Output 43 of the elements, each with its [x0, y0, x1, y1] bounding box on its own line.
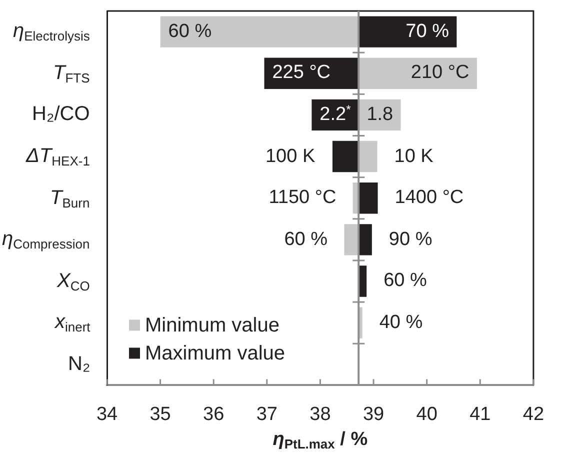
x-tick-label: 41: [470, 404, 491, 425]
annotation: 10 K: [394, 146, 434, 168]
x-tick-label: 37: [256, 404, 278, 425]
annotation: 60 %: [168, 20, 212, 43]
annotation: 225 °C: [272, 62, 331, 84]
annotation: 1400 °C: [394, 187, 464, 209]
annotation: 100 K: [265, 146, 316, 168]
bar: [332, 140, 359, 172]
y-tick-label: x$_{inert}$: [55, 311, 90, 335]
y-tick-label: X$_{CO}$: [57, 270, 90, 293]
y-tick-label: η$_{Compression}$: [2, 228, 90, 252]
bar: [358, 182, 378, 214]
y-tick-label: T$_{FTS}$: [53, 62, 90, 86]
annotation: 1150 °C: [268, 187, 336, 209]
annotation: 2.2$^{*}$: [320, 102, 351, 126]
legend-label: Minimum value: [145, 314, 280, 337]
annotation: 60 %: [384, 270, 427, 292]
y-tick-label: η$_{Electrolysis}$: [13, 20, 90, 44]
y-tick-label: N₂: [68, 352, 90, 376]
x-tick-label: 42: [522, 404, 544, 425]
bar: [358, 224, 372, 256]
y-tick-label: H₂/CO: [32, 103, 90, 126]
annotation: 40 %: [379, 312, 423, 334]
annotation: 90 %: [388, 228, 432, 251]
annotation: 210 °C: [410, 62, 470, 84]
bar: [344, 224, 359, 256]
x-tick-label: 35: [150, 404, 171, 425]
bar: [160, 16, 359, 48]
y-tick-label: T$_{Burn}$: [50, 186, 90, 210]
bar: [358, 16, 457, 48]
x-tick-label: 38: [310, 404, 331, 425]
annotation: 1.8: [366, 104, 394, 126]
y-tick-label: ΔT$_{HEX-1}$: [26, 145, 90, 168]
legend-label: Maximum value: [145, 342, 286, 365]
x-tick-label: 34: [96, 404, 118, 425]
bar: [358, 140, 378, 172]
x-tick-label: 39: [362, 404, 384, 425]
annotation: 70 %: [406, 20, 449, 43]
bar: [358, 58, 477, 89]
x-tick-label: 36: [203, 404, 224, 425]
x-tick-label: 40: [416, 404, 438, 425]
x-axis-title: η$_{PtL.max}$ / %: [272, 429, 368, 452]
annotation: 60 %: [284, 228, 328, 251]
